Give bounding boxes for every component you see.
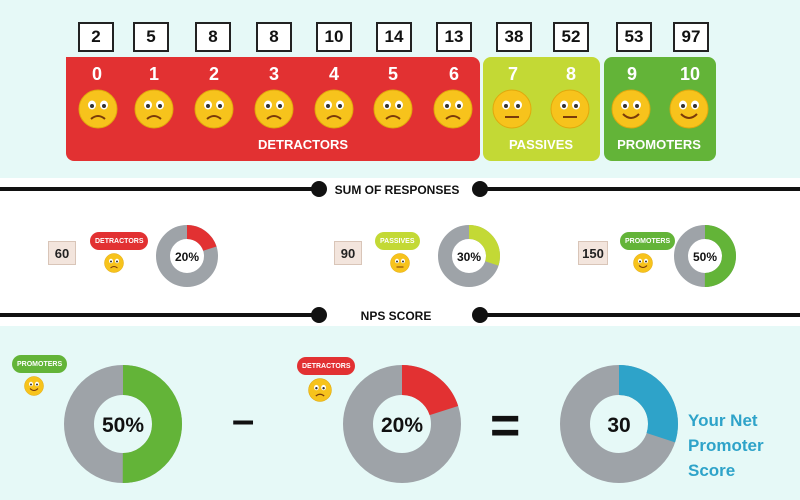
score-2: 2 (208, 64, 220, 84)
nps-caption-line-3: Score (688, 461, 736, 480)
response-count-5: 14 (376, 22, 412, 52)
passives-percent: 30% (457, 250, 481, 264)
response-count-8: 52 (553, 22, 589, 52)
response-count-9: 53 (616, 22, 652, 52)
nps-detractors-donut-arc (343, 365, 461, 483)
neutral-face-icon (390, 253, 410, 273)
response-count-3: 8 (256, 22, 292, 52)
detractors-percent: 20% (175, 250, 199, 264)
score-1: 1 (148, 64, 160, 84)
happy-face-icon (611, 89, 651, 129)
detractors-total: 60 (48, 241, 76, 265)
happy-face-icon (24, 376, 44, 396)
sad-face-icon (194, 89, 234, 129)
promoters-percent: 50% (693, 250, 717, 264)
response-count-2: 8 (195, 22, 231, 52)
passives-total: 90 (334, 241, 362, 265)
sad-face-icon (373, 89, 413, 129)
nps-promoters-donut: 50% (64, 365, 182, 483)
equals-sign: = (490, 397, 521, 455)
detractors-donut: 20% (156, 225, 218, 287)
nps-promoters-donut-arc (64, 365, 182, 483)
score-10: 10 (679, 64, 701, 84)
score-6: 6 (448, 64, 460, 84)
response-count-0: 2 (78, 22, 114, 52)
score-7: 7 (507, 64, 519, 84)
detractors-label: DETRACTORS (257, 137, 349, 152)
nps-result-donut: 30 (560, 365, 678, 483)
nps-result-donut-arc (560, 365, 678, 483)
passives-badge: PASSIVES (375, 232, 420, 250)
passives-donut-arc (438, 225, 500, 287)
promoters-donut-arc (674, 225, 736, 287)
detractors-donut-arc (156, 225, 218, 287)
response-count-1: 5 (133, 22, 169, 52)
minus-sign: – (232, 398, 255, 442)
nps-result-value: 30 (607, 414, 630, 437)
neutral-face-icon (550, 89, 590, 129)
promoters-badge: PROMOTERS (620, 232, 676, 250)
sad-face-icon (433, 89, 473, 129)
sad-face-icon (104, 253, 124, 273)
score-3: 3 (268, 64, 280, 84)
nps-detractors-percent: 20% (381, 414, 423, 437)
sum-divider-left (0, 187, 318, 191)
promoters-total: 150 (578, 241, 608, 265)
sum-divider-right (480, 187, 800, 191)
score-0: 0 (91, 64, 103, 84)
nps-divider-right (480, 313, 800, 317)
response-count-10: 97 (673, 22, 709, 52)
score-9: 9 (626, 64, 638, 84)
nps-divider-left (0, 313, 318, 317)
score-4: 4 (328, 64, 340, 84)
sad-face-icon (78, 89, 118, 129)
nps-caption-line-2: Promoter (688, 436, 764, 455)
sum-divider-dot-left (311, 181, 327, 197)
nps-detractors-donut: 20% (343, 365, 461, 483)
happy-face-icon (633, 253, 653, 273)
nps-caption-line-1: Your Net (688, 411, 758, 430)
response-count-4: 10 (316, 22, 352, 52)
happy-face-icon (669, 89, 709, 129)
sad-face-icon (254, 89, 294, 129)
promoters-label: PROMOTERS (617, 137, 701, 152)
score-5: 5 (387, 64, 399, 84)
sad-face-icon (314, 89, 354, 129)
sad-face-icon (134, 89, 174, 129)
neutral-face-icon (492, 89, 532, 129)
sum-band (0, 200, 800, 305)
sad-face-icon (308, 378, 332, 402)
passives-donut: 30% (438, 225, 500, 287)
response-count-7: 38 (496, 22, 532, 52)
score-8: 8 (565, 64, 577, 84)
detractors-badge: DETRACTORS (90, 232, 149, 250)
sum-title: SUM OF RESPONSES (334, 183, 460, 197)
nps-title: NPS SCORE (360, 309, 432, 323)
promoters-donut: 50% (674, 225, 736, 287)
nps-detractors-badge: DETRACTORS (297, 357, 356, 375)
nps-promoters-percent: 50% (102, 414, 144, 437)
passives-label: PASSIVES (508, 137, 574, 152)
nps-divider-dot-left (311, 307, 327, 323)
response-count-6: 13 (436, 22, 472, 52)
nps-caption: Your Net Promoter Score (688, 408, 798, 483)
nps-promoters-badge: PROMOTERS (12, 355, 68, 373)
